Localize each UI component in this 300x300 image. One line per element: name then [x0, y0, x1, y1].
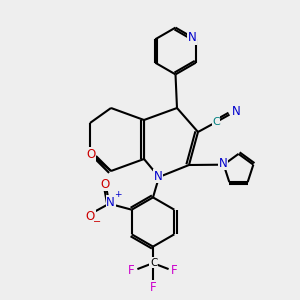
Text: N: N — [188, 31, 197, 44]
Text: N: N — [219, 157, 227, 170]
Text: C: C — [212, 116, 220, 127]
Text: C: C — [150, 257, 157, 268]
Text: +: + — [114, 190, 121, 199]
Text: N: N — [154, 170, 163, 183]
Text: F: F — [128, 264, 135, 277]
Text: F: F — [171, 264, 178, 277]
Text: −: − — [93, 217, 101, 227]
Text: O: O — [86, 210, 95, 223]
Text: F: F — [150, 280, 156, 294]
Text: N: N — [232, 105, 241, 118]
Text: N: N — [106, 196, 115, 209]
Text: O: O — [86, 148, 95, 161]
Text: O: O — [100, 178, 109, 191]
